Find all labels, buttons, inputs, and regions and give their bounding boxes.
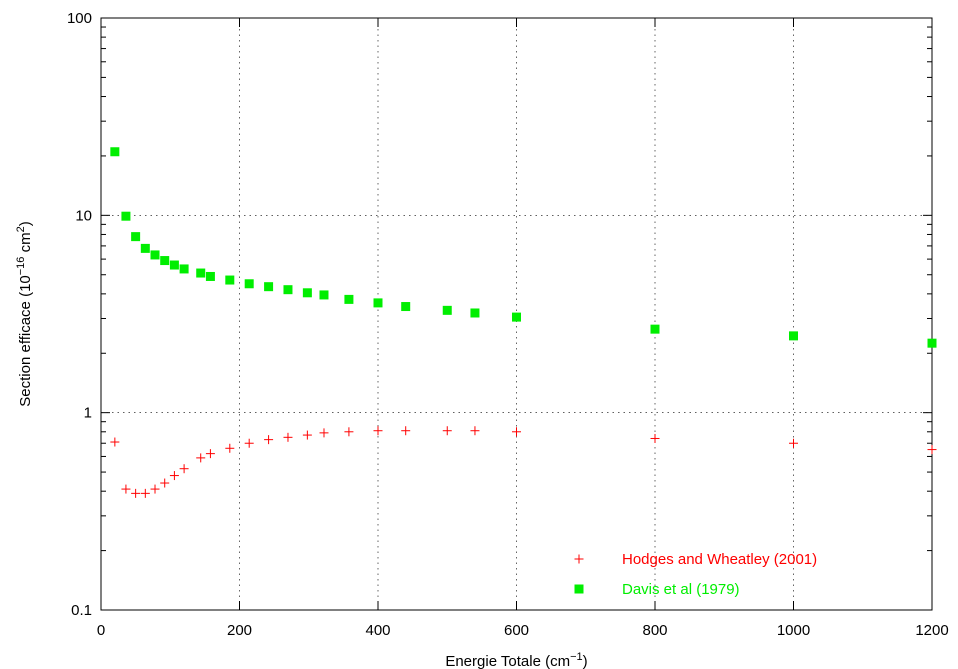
x-tick-label: 800	[642, 622, 667, 639]
data-point-hodges	[789, 438, 798, 448]
data-point-hodges	[283, 432, 293, 442]
data-point-hodges	[140, 488, 150, 498]
y-tick-label: 1	[84, 405, 92, 422]
data-point-davis	[442, 305, 452, 315]
data-point-hodges	[302, 430, 312, 440]
data-point-davis	[344, 294, 354, 304]
x-tick-label: 1000	[777, 622, 810, 639]
data-point-hodges	[264, 435, 274, 445]
legend-marker-square	[574, 584, 584, 594]
y-tick-label: 100	[67, 10, 92, 27]
data-point-davis	[225, 275, 235, 285]
data-point-davis	[140, 243, 150, 253]
data-point-hodges	[401, 426, 411, 436]
grid	[101, 18, 932, 610]
data-point-hodges	[196, 453, 206, 463]
data-point-davis	[121, 211, 131, 221]
data-point-hodges	[512, 427, 521, 437]
data-point-davis	[319, 290, 329, 300]
data-point-hodges	[319, 428, 329, 438]
data-point-davis	[789, 331, 798, 341]
data-point-davis	[244, 279, 254, 289]
x-axis-label: Energie Totale (cm−1)	[445, 651, 587, 669]
data-point-davis	[512, 312, 521, 322]
data-point-davis	[196, 268, 206, 278]
data-point-davis	[160, 256, 170, 266]
data-point-davis	[373, 298, 383, 308]
x-tick-label: 200	[227, 622, 252, 639]
data-point-davis	[150, 250, 160, 260]
legend-item-hodges: Hodges and Wheatley (2001)	[574, 551, 817, 568]
data-point-davis	[205, 271, 215, 281]
data-points	[110, 147, 937, 498]
data-point-hodges	[225, 443, 235, 453]
legend-label-hodges: Hodges and Wheatley (2001)	[622, 551, 817, 568]
data-point-davis	[283, 285, 293, 295]
y-tick-label: 0.1	[71, 602, 92, 619]
series-1	[110, 147, 937, 348]
data-point-hodges	[650, 433, 660, 443]
data-point-hodges	[927, 445, 937, 455]
legend-item-davis: Davis et al (1979)	[574, 581, 740, 598]
data-point-hodges	[110, 437, 120, 447]
data-point-davis	[264, 282, 274, 292]
series-0	[110, 426, 937, 498]
legend: Hodges and Wheatley (2001) Davis et al (…	[574, 551, 817, 598]
data-point-hodges	[150, 484, 160, 494]
x-tick-label: 1200	[915, 622, 948, 639]
data-point-hodges	[470, 426, 480, 436]
data-point-hodges	[442, 426, 452, 436]
data-point-davis	[179, 264, 189, 274]
x-tick-label: 0	[97, 622, 105, 639]
data-point-hodges	[160, 478, 170, 488]
legend-label-davis: Davis et al (1979)	[622, 581, 740, 598]
data-point-davis	[302, 288, 312, 298]
data-point-davis	[110, 147, 120, 157]
plot-frame	[100, 17, 933, 611]
data-point-davis	[650, 324, 660, 334]
data-point-hodges	[121, 484, 131, 494]
data-point-davis	[927, 338, 937, 348]
data-point-davis	[401, 302, 411, 312]
data-point-davis	[131, 232, 141, 242]
y-axis-label: Section efficace (10−16 cm2)	[15, 221, 34, 406]
data-point-hodges	[344, 427, 354, 437]
legend-square	[574, 584, 584, 594]
data-point-hodges	[373, 426, 383, 436]
data-point-hodges	[169, 471, 179, 481]
x-tick-label: 600	[504, 622, 529, 639]
data-point-hodges	[205, 449, 215, 459]
x-tick-label: 400	[365, 622, 390, 639]
legend-plus	[574, 554, 584, 564]
axis-ticks: 0 200 400 600 800 1000 1200 0.1 1 10 100	[67, 10, 949, 639]
data-point-hodges	[244, 438, 254, 448]
data-point-hodges	[179, 464, 189, 474]
data-point-davis	[470, 308, 480, 318]
data-point-hodges	[131, 488, 141, 498]
data-point-davis	[169, 260, 179, 270]
legend-marker-plus	[574, 554, 584, 564]
y-tick-label: 10	[75, 207, 92, 224]
